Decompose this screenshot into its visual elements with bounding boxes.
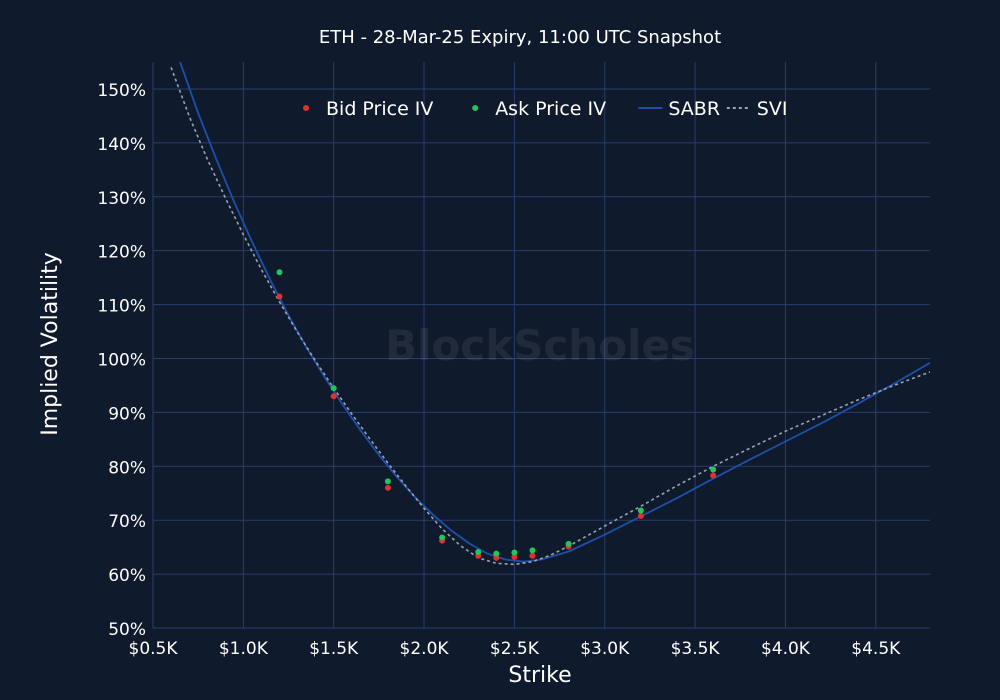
- x-tick-label: $4.5K: [851, 639, 901, 659]
- watermark-text: BlockScholes: [385, 321, 695, 370]
- ask-price-iv-point: [637, 507, 644, 514]
- y-tick-label: 120%: [97, 243, 146, 263]
- y-tick-label: 90%: [108, 404, 146, 424]
- ask-price-iv-point: [710, 466, 717, 473]
- legend[interactable]: Bid Price IV Ask Price IV SABR SVI: [303, 98, 787, 120]
- y-axis-label: Implied Volatility: [38, 252, 63, 436]
- svi-line: [170, 67, 930, 566]
- y-tick-label: 150%: [97, 81, 146, 101]
- legend-label-ask-price-iv: Ask Price IV: [495, 98, 606, 120]
- ask-price-iv-point: [276, 269, 283, 276]
- plot-area: [170, 62, 930, 566]
- y-tick-label: 70%: [108, 512, 146, 532]
- bid-price-iv-point: [511, 553, 518, 560]
- x-tick-label: $1.0K: [219, 639, 269, 659]
- x-tick-label: $0.5K: [129, 639, 179, 659]
- y-tick-label: 140%: [97, 135, 146, 155]
- legend-marker-bid-price-iv: [303, 105, 309, 111]
- chart-title: ETH - 28-Mar-25 Expiry, 11:00 UTC Snapsh…: [319, 27, 721, 48]
- ask-price-iv-point: [475, 548, 482, 555]
- series-group: [170, 62, 930, 566]
- ask-price-iv-point: [330, 385, 337, 392]
- grid: [152, 62, 930, 629]
- y-tick-label: 60%: [108, 566, 146, 586]
- y-tick-label: 80%: [108, 458, 146, 478]
- sabr-line: [179, 62, 930, 563]
- legend-label-sabr: SABR: [668, 98, 720, 120]
- x-tick-label: $2.0K: [400, 639, 450, 659]
- bid-price-iv-point: [493, 554, 500, 561]
- bid-price-iv-point: [710, 472, 717, 479]
- x-tick-label: $4.0K: [761, 639, 811, 659]
- x-tick-label: $3.5K: [671, 639, 721, 659]
- ask-price-iv-point: [565, 540, 572, 547]
- bid-price-iv-point: [276, 293, 283, 300]
- bid-price-iv-point: [330, 393, 337, 400]
- ask-price-iv-point: [384, 478, 391, 485]
- x-tick-label: $3.0K: [580, 639, 630, 659]
- legend-label-svi: SVI: [757, 98, 788, 120]
- ask-price-iv-point: [529, 547, 536, 554]
- x-tick-label: $2.5K: [490, 639, 540, 659]
- bid-price-iv-point: [384, 484, 391, 491]
- x-axis-label: Strike: [508, 663, 571, 688]
- legend-label-bid-price-iv: Bid Price IV: [326, 98, 433, 120]
- legend-marker-ask-price-iv: [472, 105, 479, 111]
- bid-price-iv-point: [637, 512, 644, 519]
- y-tick-label: 130%: [97, 189, 146, 209]
- bid-price-iv-point: [529, 552, 536, 559]
- y-tick-label: 100%: [97, 350, 146, 370]
- y-tick-label: 50%: [108, 620, 146, 640]
- ask-price-iv-point: [511, 549, 518, 556]
- axes: $0.5K $1.0K $1.5K $2.0K $2.5K $3.0K $3.5K $4.0K…: [97, 81, 901, 659]
- y-tick-label: 110%: [97, 297, 146, 317]
- x-tick-label: $1.5K: [309, 639, 359, 659]
- ask-price-iv-point: [493, 550, 500, 557]
- ask-price-iv-point: [439, 534, 446, 541]
